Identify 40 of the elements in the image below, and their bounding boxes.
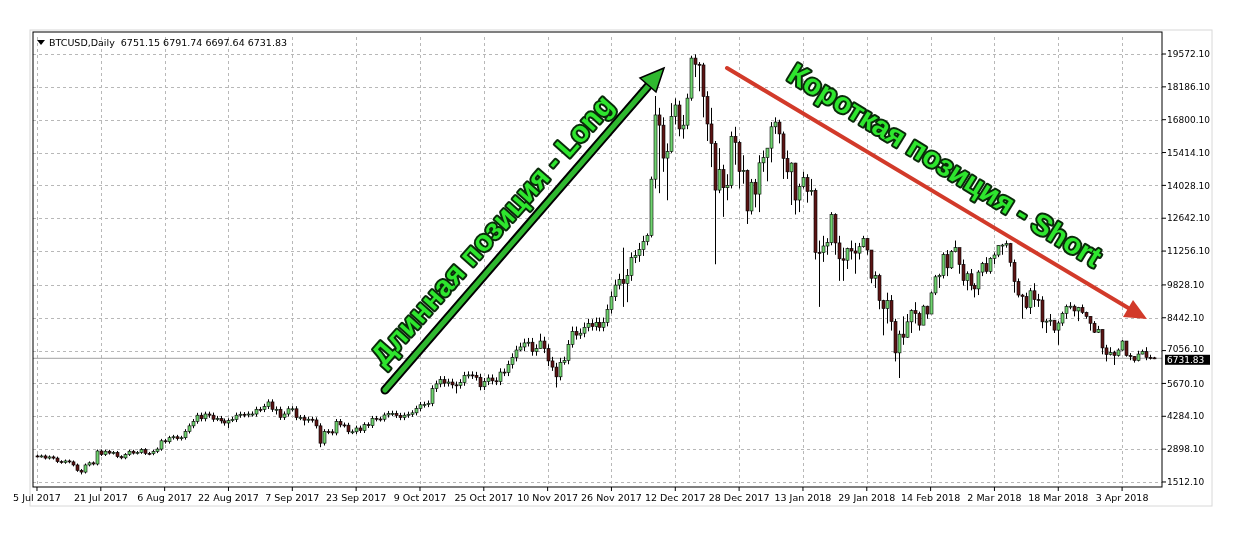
- candlestick: [769, 121, 774, 163]
- x-tick-label: 7 Sep 2017: [265, 492, 320, 503]
- x-tick-label: 18 Mar 2018: [1028, 492, 1089, 503]
- y-tick-label: 2898.10: [1167, 444, 1205, 455]
- candlestick: [677, 100, 682, 137]
- candlestick: [945, 249, 950, 277]
- y-tick-label: 11256.10: [1167, 246, 1211, 257]
- y-tick-label: 19572.10: [1167, 49, 1211, 60]
- y-tick-label: 9828.10: [1167, 280, 1205, 291]
- x-tick-label: 28 Dec 2017: [708, 492, 770, 503]
- y-tick-label: 12642.10: [1167, 213, 1211, 224]
- candlestick: [721, 164, 726, 218]
- y-tick-label: 14028.10: [1167, 180, 1211, 191]
- y-tick-label: 18186.10: [1167, 82, 1211, 93]
- x-tick-label: 9 Oct 2017: [393, 492, 447, 503]
- y-tick-label: 7056.10: [1167, 343, 1205, 354]
- ref-line-label: 6731.83: [1167, 354, 1205, 365]
- x-tick-label: 26 Nov 2017: [581, 492, 642, 503]
- x-tick-label: 2 Mar 2018: [967, 492, 1022, 503]
- x-tick-label: 21 Jul 2017: [73, 492, 128, 503]
- x-tick-label: 10 Nov 2017: [517, 492, 579, 503]
- x-tick-label: 25 Oct 2017: [454, 492, 514, 503]
- y-tick-label: 15414.10: [1167, 147, 1211, 158]
- y-tick-label: 8442.10: [1167, 312, 1205, 323]
- candlestick: [789, 161, 794, 206]
- y-tick-label: 4284.10: [1167, 411, 1205, 422]
- x-tick-label: 12 Dec 2017: [644, 492, 706, 503]
- x-tick-label: 6 Aug 2017: [137, 492, 193, 503]
- x-tick-label: 14 Feb 2018: [901, 492, 961, 503]
- y-tick-label: 16800.10: [1167, 114, 1211, 125]
- x-tick-label: 29 Jan 2018: [838, 492, 896, 503]
- x-tick-label: 23 Sep 2017: [326, 492, 387, 503]
- x-tick-label: 3 Apr 2018: [1095, 492, 1149, 503]
- y-tick-label: 5670.10: [1167, 378, 1205, 389]
- candlestick: [885, 292, 890, 324]
- chart-title: BTCUSD,Daily 6751.15 6791.74 6697.64 6731.83: [49, 37, 287, 48]
- y-tick-label: 1512.10: [1167, 477, 1205, 488]
- x-tick-label: 22 Aug 2017: [198, 492, 259, 503]
- x-tick-label: 13 Jan 2018: [774, 492, 832, 503]
- x-tick-label: 5 Jul 2017: [13, 492, 61, 503]
